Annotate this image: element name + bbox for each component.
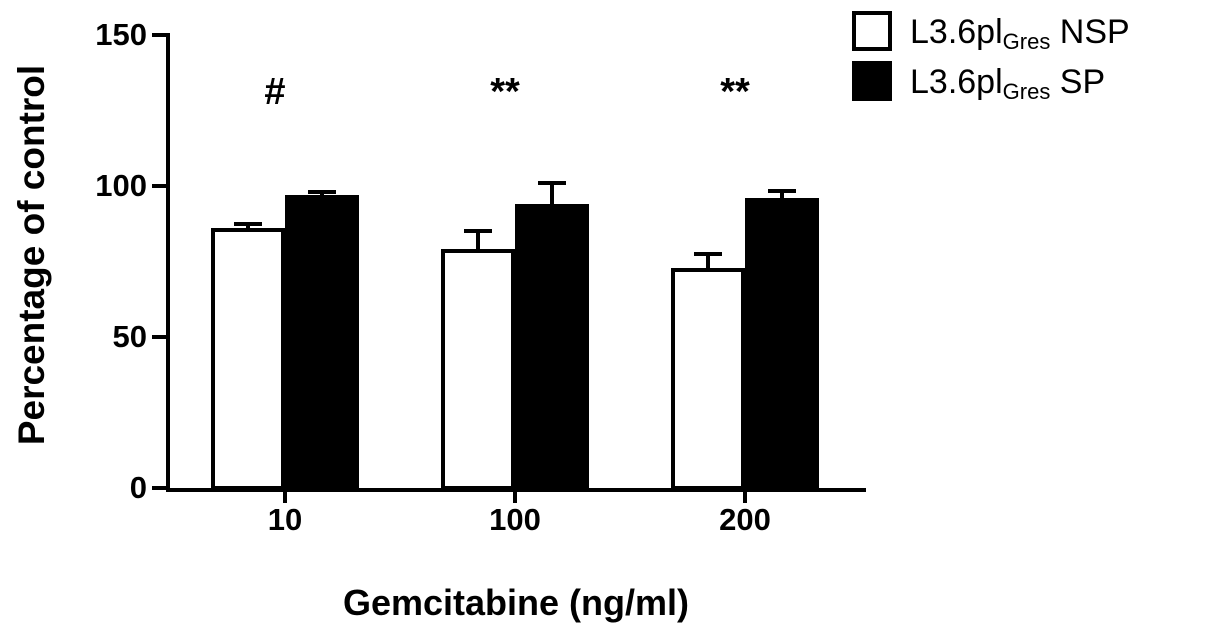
- significance-annotation: **: [720, 71, 750, 113]
- x-axis-tick: [743, 492, 747, 503]
- y-axis-tick-label: 0: [129, 470, 147, 505]
- error-bar-cap: [464, 229, 492, 234]
- y-axis-line: [166, 33, 170, 492]
- legend-label-subscript: Gres: [1002, 79, 1051, 104]
- error-bar-cap: [768, 188, 796, 193]
- legend: L3.6plGres NSP L3.6plGres SP: [852, 8, 1202, 108]
- bar-nsp-200: [671, 267, 745, 490]
- x-axis-title: Gemcitabine (ng/ml): [342, 582, 690, 623]
- legend-label-suffix: SP: [1050, 63, 1106, 101]
- legend-swatch-filled-icon: [852, 61, 892, 101]
- y-axis-tick: [152, 486, 166, 490]
- y-axis-tick: [152, 33, 166, 37]
- y-axis-tick-label: 150: [95, 17, 147, 52]
- bar-sp-100: [515, 204, 589, 490]
- x-axis-tick-label: 100: [489, 502, 541, 537]
- error-bar-cap: [234, 221, 262, 226]
- legend-item-nsp: L3.6plGres NSP: [852, 8, 1202, 58]
- error-bar-line: [706, 253, 710, 268]
- bar-nsp-10: [211, 228, 285, 490]
- bar-sp-10: [285, 195, 359, 490]
- error-bar-cap: [308, 190, 336, 195]
- x-axis-tick: [513, 492, 517, 503]
- legend-label-sp: L3.6plGres SP: [910, 60, 1105, 114]
- error-bar-cap: [694, 251, 722, 256]
- x-axis-tick-label: 200: [719, 502, 771, 537]
- y-axis-tick-label: 100: [95, 168, 147, 203]
- x-axis-line: [166, 488, 866, 492]
- y-axis-tick-label: 50: [112, 319, 147, 354]
- bar-nsp-100: [441, 249, 515, 490]
- error-bar-line: [550, 182, 554, 205]
- error-bar-line: [780, 190, 784, 199]
- legend-label-main: L3.6pl: [910, 63, 1003, 101]
- error-bar-cap: [538, 180, 566, 185]
- error-bar-line: [476, 231, 480, 250]
- x-axis-tick: [283, 492, 287, 503]
- error-bar-line: [246, 223, 250, 229]
- significance-annotation: **: [490, 71, 520, 113]
- legend-label-main: L3.6pl: [910, 13, 1003, 51]
- legend-swatch-open-icon: [852, 11, 892, 51]
- legend-label-subscript: Gres: [1002, 29, 1051, 54]
- x-axis-tick-label: 10: [267, 502, 303, 537]
- legend-label-suffix: NSP: [1050, 13, 1130, 51]
- y-axis-title: Percentage of control: [11, 64, 52, 446]
- y-axis-tick: [152, 184, 166, 188]
- legend-item-sp: L3.6plGres SP: [852, 58, 1202, 108]
- y-axis-tick: [152, 335, 166, 339]
- significance-annotation: #: [264, 71, 286, 113]
- bar-sp-200: [745, 198, 819, 490]
- legend-label-nsp: L3.6plGres NSP: [910, 10, 1130, 64]
